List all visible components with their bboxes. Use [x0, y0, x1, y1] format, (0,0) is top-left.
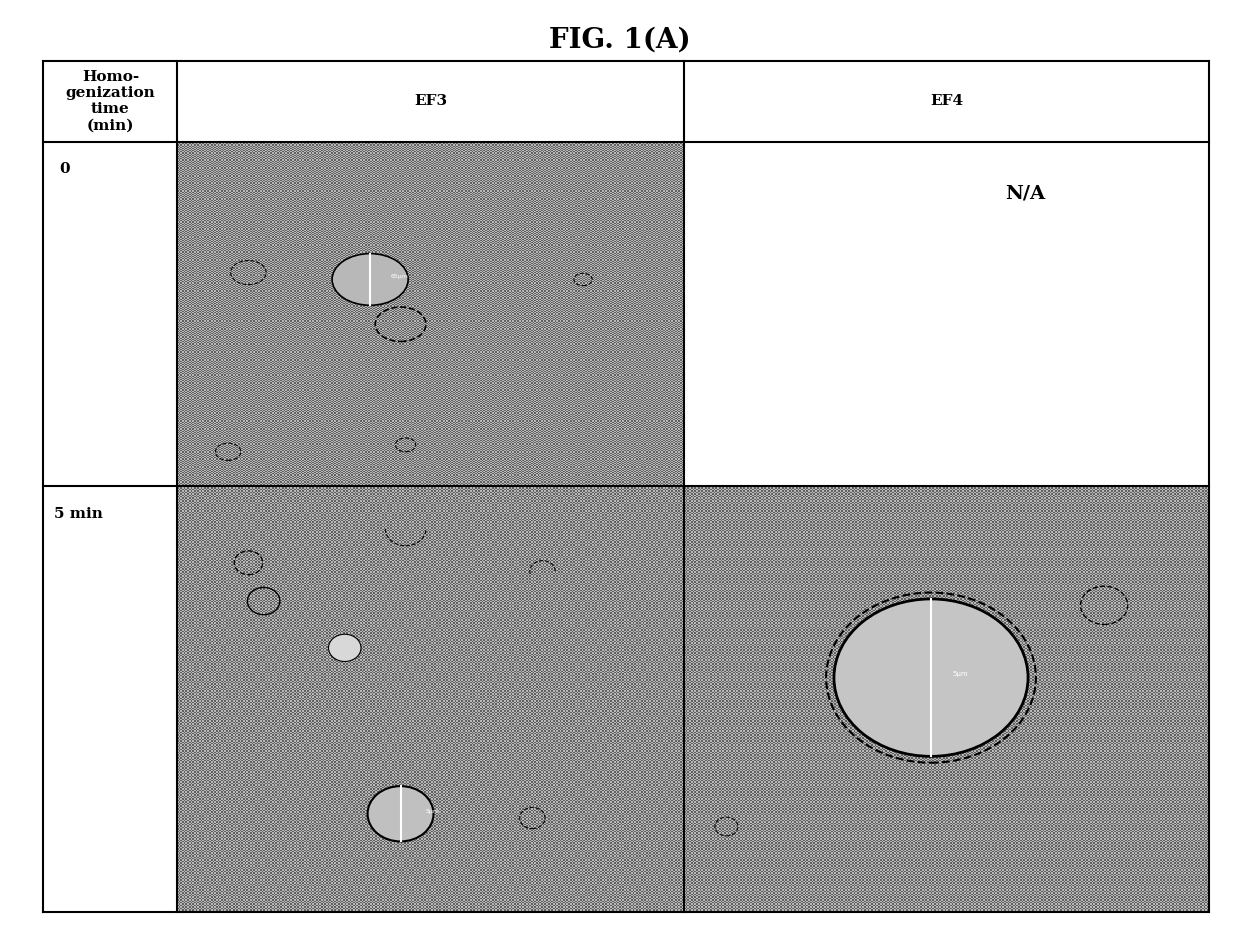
Text: N/A: N/A — [1006, 184, 1045, 202]
Text: 5µm: 5µm — [952, 670, 967, 677]
Text: 5 min: 5 min — [55, 508, 103, 522]
Text: 0: 0 — [60, 163, 71, 177]
Text: 5µm: 5µm — [425, 809, 440, 814]
Circle shape — [332, 254, 408, 305]
Text: EF4: EF4 — [930, 94, 963, 108]
Text: EF3: EF3 — [414, 94, 448, 108]
Text: Homo-
genization
time
(min): Homo- genization time (min) — [66, 70, 155, 133]
Circle shape — [329, 634, 361, 661]
Text: 65µm: 65µm — [391, 274, 408, 279]
Text: FIG. 1(A): FIG. 1(A) — [549, 26, 691, 53]
Circle shape — [367, 786, 434, 842]
Circle shape — [835, 599, 1028, 756]
